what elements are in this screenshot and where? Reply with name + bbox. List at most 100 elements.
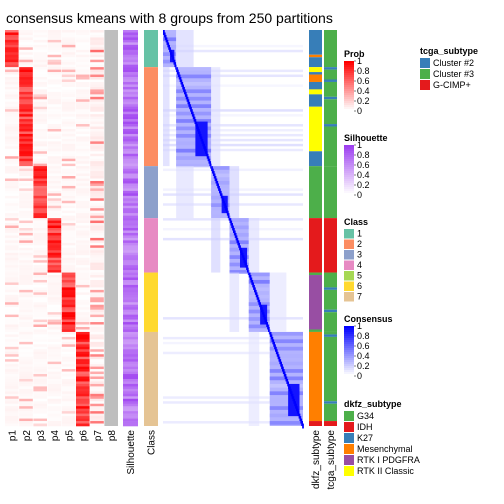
membership-cell [90, 131, 104, 135]
membership-cell [90, 168, 104, 172]
membership-cell [19, 388, 33, 392]
silhouette-legend-ramp [344, 159, 354, 162]
membership-cell [61, 72, 76, 75]
membership-cell [19, 166, 33, 169]
membership-cell [76, 124, 90, 127]
membership-cell [61, 331, 76, 335]
membership-cell [19, 30, 33, 33]
membership-cell [33, 391, 47, 395]
membership-cell [5, 193, 19, 197]
membership-cell [19, 183, 33, 187]
membership-cell [47, 133, 62, 137]
membership-cell [76, 403, 90, 407]
consensus-offdiag [269, 272, 287, 332]
membership-cell [33, 111, 47, 115]
membership-cell [90, 418, 104, 422]
membership-cell [33, 168, 47, 172]
membership-cell [90, 37, 104, 41]
membership-cell [90, 146, 104, 150]
consensus-diagonal-cell [199, 133, 202, 139]
membership-cell [90, 136, 104, 140]
membership-cell [33, 193, 47, 197]
membership-cell [76, 131, 90, 135]
silhouette-cell [123, 408, 138, 412]
silhouette-cell [123, 265, 138, 268]
membership-cell [19, 329, 33, 333]
membership-cell [47, 188, 62, 192]
membership-cell [61, 282, 76, 286]
silhouette-cell [123, 341, 138, 345]
silhouette-cell [123, 89, 138, 93]
consensus-legend-ramp [344, 334, 354, 337]
consensus-diagonal-cell [195, 121, 198, 127]
consensus-noise-row [163, 129, 303, 132]
silhouette-cell [123, 138, 138, 142]
membership-cell [33, 289, 47, 293]
membership-cell [33, 104, 47, 108]
membership-cell [61, 302, 76, 306]
membership-cell [61, 346, 76, 350]
membership-cell [19, 195, 33, 199]
membership-cell [76, 260, 90, 263]
membership-cell [61, 270, 76, 273]
membership-cell [61, 344, 76, 348]
membership-cell [90, 322, 104, 325]
silhouette-cell [123, 237, 138, 241]
membership-cell [5, 54, 19, 58]
membership-cell [47, 423, 62, 427]
membership-cell [19, 369, 33, 372]
membership-cell [5, 166, 19, 169]
membership-cell [76, 72, 90, 75]
class-legend-swatch [344, 292, 354, 302]
membership-cell [33, 322, 47, 325]
silhouette-cell [123, 141, 138, 145]
membership-cell [33, 190, 47, 194]
membership-cell [61, 119, 76, 122]
membership-cell [76, 148, 90, 152]
membership-cell [90, 247, 104, 251]
membership-cell [61, 114, 76, 117]
membership-cell [47, 252, 62, 256]
membership-cell [19, 317, 33, 320]
membership-cell [76, 81, 90, 85]
membership-cell [61, 279, 76, 283]
membership-cell [76, 312, 90, 315]
consensus-diagonal-cell [163, 32, 166, 38]
tcga-subtype-segment [324, 289, 337, 310]
membership-label-p6: p6 [79, 430, 90, 442]
silhouette-cell [123, 99, 138, 103]
membership-cell [90, 284, 104, 288]
membership-cell [76, 91, 90, 95]
membership-cell [76, 339, 90, 343]
silhouette-legend-ramp [344, 185, 354, 188]
membership-cell [33, 52, 47, 56]
silhouette-cell [123, 114, 138, 117]
consensus-noise-row [163, 109, 303, 112]
membership-cell [19, 314, 33, 318]
consensus-block-stripe [269, 391, 303, 396]
membership-cell [5, 289, 19, 293]
membership-cell [47, 205, 62, 209]
membership-cell [33, 257, 47, 261]
consensus-block-stripe [176, 156, 212, 160]
membership-cell [47, 411, 62, 414]
consensus-block-stripe [229, 255, 249, 259]
silhouette-cell [123, 200, 138, 204]
membership-cell [19, 232, 33, 236]
membership-cell [19, 180, 33, 184]
membership-cell [90, 198, 104, 202]
membership-cell [19, 47, 33, 51]
membership-cell [5, 114, 19, 117]
membership-cell [61, 319, 76, 323]
membership-cell [61, 327, 76, 330]
silhouette-cell [123, 91, 138, 95]
class-block-7 [144, 331, 158, 426]
membership-cell [61, 250, 76, 254]
silhouette-legend-ramp [344, 183, 354, 186]
membership-cell [19, 84, 33, 88]
membership-cell [47, 331, 62, 335]
membership-cell [90, 240, 104, 244]
membership-cell [47, 356, 62, 360]
membership-cell [33, 344, 47, 348]
membership-cell [76, 250, 90, 254]
